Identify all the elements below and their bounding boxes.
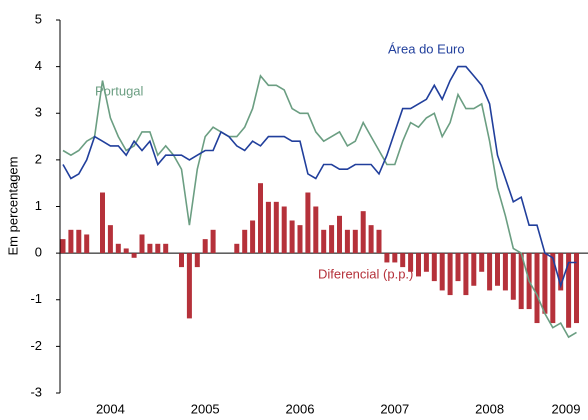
x-tick-label: 2008 [475,401,504,416]
series-label: Área do Euro [388,41,465,56]
bar [487,253,493,291]
bar [313,206,319,254]
bar [471,253,477,286]
bar [202,239,208,254]
bar [305,192,311,254]
bar [194,253,200,268]
bar [60,239,66,254]
bar [574,253,579,324]
y-tick-label: 5 [35,11,42,26]
bar [502,253,508,291]
y-axis-label: Em percentagem [5,157,20,256]
bar [186,253,192,319]
line [62,74,577,339]
bar [416,253,421,277]
x-tick-label: 2006 [286,401,315,416]
bar [400,253,406,268]
bar [566,253,572,328]
bar [76,229,82,254]
bar [84,234,90,254]
y-tick-label: 4 [35,58,42,73]
bar [234,243,240,254]
bar [289,220,295,254]
bar [210,229,216,254]
bar [265,201,271,254]
bar [147,243,153,254]
bar [344,229,350,254]
bar [100,192,105,254]
x-tick-label: 2009 [552,401,581,416]
bar [68,229,74,254]
y-tick-label: -1 [30,291,42,306]
bar [463,253,469,296]
series-label: Diferencial (p.p.) [318,266,413,281]
y-tick-label: 2 [35,151,42,166]
bar [408,253,414,272]
bar [352,229,358,254]
bar [431,253,437,282]
bar [439,253,445,291]
bar [376,229,382,254]
bar [495,253,500,286]
bar [518,253,524,310]
bar [455,253,461,282]
bar [447,253,453,296]
bar [550,253,556,324]
x-tick-label: 2004 [96,401,125,416]
bar [510,253,516,300]
bar [392,253,398,263]
bar [321,229,327,254]
bar [542,253,548,314]
bar [479,253,485,272]
series-label: Portugal [95,83,144,98]
x-tick-label: 2007 [380,401,409,416]
bar [123,248,129,254]
bar [337,215,342,254]
bar [368,225,374,254]
bar [163,243,169,254]
bar [179,253,184,268]
bar [273,201,279,254]
bar [329,225,335,254]
bar [281,206,287,254]
bar [258,183,263,254]
bar [155,243,161,254]
y-tick-label: 1 [35,198,42,213]
bar [297,225,303,254]
bar [384,253,390,263]
bar [131,253,137,258]
y-tick-label: 3 [35,105,42,120]
bar [115,243,121,254]
line [62,65,577,289]
bar [360,211,366,254]
bar [242,229,248,254]
y-tick-label: -3 [30,384,42,399]
bar [423,253,429,272]
bar [558,253,564,291]
x-tick-label: 2005 [191,401,220,416]
bar [139,234,145,254]
y-tick-label: 0 [35,245,42,260]
y-tick-label: -2 [30,338,42,353]
bar [107,225,113,254]
bar [534,253,540,324]
bar [250,220,256,254]
